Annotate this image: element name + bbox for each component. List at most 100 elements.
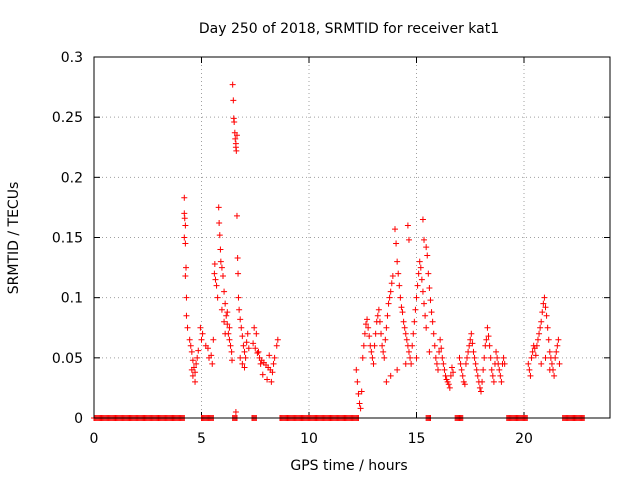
data-point <box>544 324 551 331</box>
data-point <box>383 324 390 331</box>
x-tick-label: 15 <box>408 431 426 447</box>
data-point <box>395 270 402 277</box>
data-point <box>187 342 194 349</box>
data-point <box>266 352 273 359</box>
data-point <box>409 342 416 349</box>
data-point <box>182 240 189 247</box>
data-point <box>241 364 248 371</box>
data-point <box>193 360 200 367</box>
data-point <box>532 352 539 359</box>
data-point <box>181 215 188 222</box>
data-point <box>389 273 396 280</box>
data-point <box>526 366 533 373</box>
data-point <box>388 280 395 287</box>
data-point <box>538 318 545 325</box>
data-point <box>254 350 261 357</box>
data-point <box>235 270 242 277</box>
data-point <box>483 336 490 343</box>
data-point <box>214 294 221 301</box>
data-point <box>402 330 409 337</box>
data-point <box>529 348 536 355</box>
data-point <box>268 378 275 385</box>
grid-lines <box>94 57 610 418</box>
data-point <box>238 324 245 331</box>
data-point <box>222 300 229 307</box>
data-point <box>423 244 430 251</box>
data-point <box>405 348 412 355</box>
data-point <box>458 366 465 373</box>
data-point <box>394 366 401 373</box>
data-point <box>366 333 373 340</box>
data-point <box>230 97 237 104</box>
data-point <box>257 360 264 367</box>
data-point <box>433 360 440 367</box>
data-point <box>359 354 366 361</box>
data-point <box>399 309 406 316</box>
x-tick-label: 0 <box>90 431 99 447</box>
data-point <box>382 336 389 343</box>
data-point <box>189 372 196 379</box>
data-point <box>447 372 454 379</box>
data-point <box>428 309 435 316</box>
data-point <box>423 324 430 331</box>
data-point <box>445 381 452 388</box>
data-point <box>273 342 280 349</box>
data-point <box>195 347 202 354</box>
data-point <box>192 369 199 376</box>
data-point <box>426 348 433 355</box>
data-point <box>533 342 540 349</box>
data-point <box>479 378 486 385</box>
data-point <box>211 270 218 277</box>
data-point <box>184 324 191 331</box>
axis-ticks: 0 0.05 0.1 0.15 0.2 0.25 0.3 0 5 10 15 20 <box>52 50 610 447</box>
data-point <box>358 388 365 395</box>
data-point <box>227 342 234 349</box>
y-tick-label: 0.15 <box>52 231 83 247</box>
data-point <box>369 354 376 361</box>
data-point <box>218 264 225 271</box>
data-point <box>362 321 369 328</box>
data-point <box>542 354 549 361</box>
data-point <box>354 378 361 385</box>
data-point <box>244 330 251 337</box>
data-point <box>392 226 398 233</box>
data-point <box>250 340 257 347</box>
data-point <box>424 252 431 259</box>
data-point <box>478 388 484 395</box>
data-point <box>182 222 189 229</box>
data-point <box>232 135 239 142</box>
data-point <box>466 342 473 349</box>
data-point <box>220 273 226 280</box>
data-point <box>487 354 494 361</box>
data-point <box>253 330 260 337</box>
data-point <box>480 366 487 373</box>
data-point <box>527 372 534 379</box>
data-point <box>413 354 420 361</box>
data-point <box>552 354 559 361</box>
data-point <box>370 360 377 367</box>
data-point <box>539 309 546 316</box>
data-point <box>419 288 426 295</box>
data-point <box>488 366 495 373</box>
data-point <box>192 378 199 385</box>
data-point <box>422 312 429 319</box>
data-point <box>215 204 222 211</box>
data-point <box>360 342 367 349</box>
data-point <box>223 312 230 319</box>
data-point <box>462 360 469 367</box>
data-point <box>197 324 204 331</box>
data-point <box>442 372 449 379</box>
data-point <box>385 300 392 307</box>
data-point <box>378 330 385 337</box>
data-point <box>216 232 223 239</box>
data-point <box>421 300 428 307</box>
data-point <box>411 318 418 325</box>
data-point <box>255 348 262 355</box>
data-point <box>240 342 247 349</box>
data-point <box>269 369 276 376</box>
data-point <box>525 360 532 367</box>
data-point <box>468 330 475 337</box>
data-point <box>264 376 271 383</box>
data-point <box>436 348 443 355</box>
